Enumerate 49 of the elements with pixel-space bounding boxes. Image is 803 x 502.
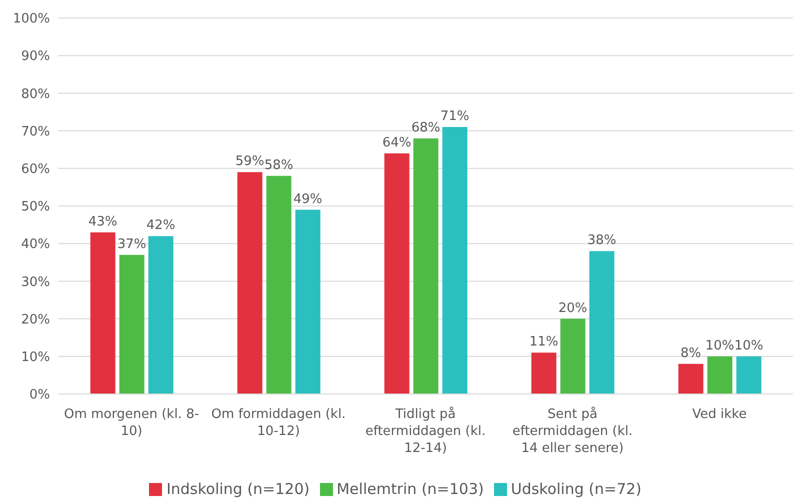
bar [148, 236, 174, 394]
x-tick-label: Om formiddagen (kl. 10-12) [211, 407, 346, 439]
y-tick-label: 40% [21, 237, 50, 252]
data-label: 64% [382, 135, 412, 150]
x-tick-label: Sent på eftermiddagen (kl. 14 eller senere) [512, 406, 633, 456]
legend-label: Udskoling (n=72) [510, 480, 642, 498]
bar [237, 172, 262, 394]
y-tick-label: 70% [21, 124, 50, 140]
data-label: 68% [411, 120, 440, 136]
bar [384, 153, 410, 394]
bar [589, 251, 614, 394]
bar [119, 254, 144, 394]
bar [707, 356, 732, 394]
data-label: 43% [88, 214, 118, 230]
data-label: 42% [146, 218, 176, 234]
data-label: 59% [235, 154, 264, 170]
y-tick-label: 90% [21, 49, 50, 64]
x-tick-label: Ved ikke [692, 407, 747, 422]
y-tick-label: 80% [21, 86, 50, 102]
y-tick-label: 0% [29, 388, 50, 403]
bar [295, 210, 320, 394]
bar [90, 232, 116, 394]
legend-label: Indskoling (n=120) [166, 480, 310, 498]
y-tick-label: 30% [21, 274, 50, 290]
bar [678, 364, 704, 394]
y-tick-label: 10% [21, 350, 50, 366]
y-tick-label: 20% [21, 312, 50, 328]
y-tick-label: 100% [12, 12, 50, 27]
data-label: 10% [705, 338, 734, 354]
data-label: 20% [558, 300, 588, 316]
y-tick-label: 60% [21, 162, 50, 178]
bar [442, 127, 468, 394]
data-label: 38% [587, 233, 616, 248]
data-label: 8% [680, 346, 702, 361]
data-label: 11% [529, 334, 558, 350]
data-label: 37% [117, 236, 146, 252]
x-tick-label: Om morgenen (kl. 8-10) [64, 407, 200, 439]
bar [413, 138, 438, 394]
bar [531, 352, 556, 394]
data-label: 10% [734, 338, 764, 354]
y-tick-label: 50% [21, 200, 50, 215]
x-tick-label: Tidligt på eftermiddagen (kl. 12-14) [365, 406, 486, 456]
bar [736, 356, 762, 394]
bar [266, 176, 292, 394]
data-label: 71% [440, 109, 470, 124]
legend-label: Mellemtrin (n=103) [336, 480, 484, 498]
data-label: 49% [293, 192, 322, 207]
data-label: 58% [264, 158, 294, 173]
bar [560, 318, 586, 394]
